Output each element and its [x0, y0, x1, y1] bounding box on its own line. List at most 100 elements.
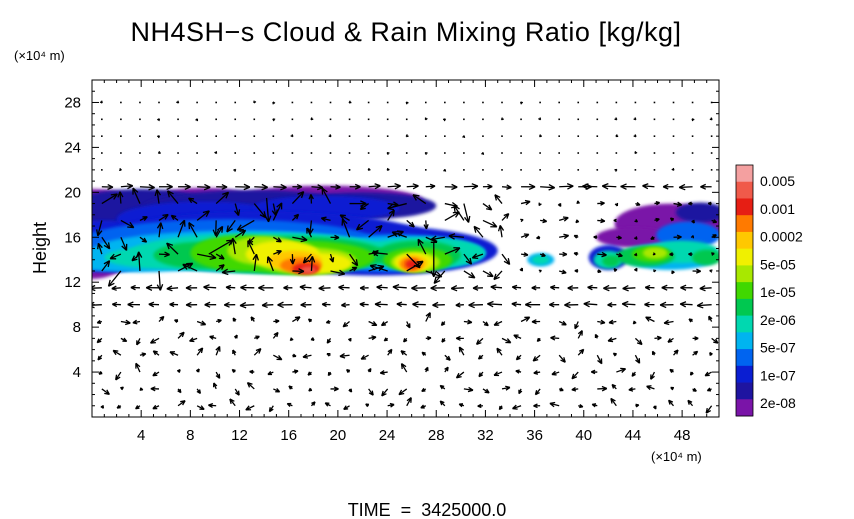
wind-vector: [558, 387, 564, 392]
wind-vector: [169, 301, 179, 308]
wind-vector: [425, 335, 432, 341]
wind-vector: [613, 218, 617, 223]
wind-vector: [558, 101, 560, 104]
wind-vector: [368, 388, 374, 396]
wind-vector: [321, 301, 331, 308]
wind-vector: [156, 118, 161, 122]
wind-vector: [692, 336, 699, 341]
wind-vector: [177, 388, 182, 394]
wind-vector: [229, 398, 236, 407]
wind-vector: [412, 301, 426, 308]
x-tick-label: 20: [330, 427, 347, 444]
wind-vector: [430, 235, 445, 242]
wind-vector: [236, 219, 255, 231]
wind-vector: [634, 354, 641, 364]
wind-vector: [158, 169, 160, 171]
wind-vector: [424, 169, 427, 171]
wind-vector: [462, 135, 466, 139]
wind-vector: [185, 301, 198, 308]
wind-vector: [338, 284, 350, 291]
wind-vector: [688, 201, 693, 206]
wind-vector: [253, 169, 256, 171]
wind-vector: [177, 135, 179, 137]
wind-vector: [458, 403, 465, 408]
wind-vector: [215, 253, 225, 260]
wind-vector: [578, 404, 584, 409]
wind-vector: [139, 352, 147, 357]
colorbar-swatch: [736, 265, 753, 283]
wind-vector: [616, 235, 622, 240]
wind-vector: [239, 301, 255, 309]
wind-vector: [348, 152, 351, 154]
wind-vector: [367, 118, 370, 121]
wind-vector: [291, 213, 300, 221]
wind-vector: [596, 169, 599, 171]
wind-vector: [367, 101, 370, 104]
colorbar-label: 5e-05: [760, 256, 796, 272]
wind-vector: [650, 236, 655, 240]
wind-vector: [359, 301, 369, 308]
wind-vector: [139, 387, 144, 391]
wind-vector: [669, 217, 675, 222]
wind-vector: [204, 301, 217, 308]
wind-vector: [576, 200, 581, 204]
wind-vector: [272, 331, 279, 339]
wind-vector: [596, 101, 599, 104]
wind-vector: [310, 117, 314, 121]
wind-vector: [196, 135, 198, 137]
wind-vector: [458, 346, 465, 356]
wind-vector: [571, 371, 579, 380]
wind-vector: [432, 301, 445, 309]
colorbar-swatch: [736, 231, 753, 250]
wind-vector: [615, 134, 619, 138]
wind-vector: [444, 152, 446, 154]
x-tick-label: 4: [137, 427, 145, 444]
colorbar-frame: [735, 164, 754, 417]
wind-vector: [176, 368, 181, 373]
colorbar-swatch: [736, 298, 753, 316]
wind-vector: [215, 118, 217, 121]
wind-vector: [574, 321, 580, 330]
wind-vector: [215, 371, 221, 379]
wind-vector: [463, 203, 471, 223]
wind-vector: [347, 337, 352, 342]
wind-vector: [471, 253, 484, 260]
wind-vector: [120, 152, 122, 154]
wind-vector: [271, 203, 278, 217]
wind-vector: [596, 152, 599, 154]
wind-vector: [234, 229, 247, 238]
wind-vector: [131, 253, 141, 262]
wind-vector: [610, 397, 617, 407]
wind-vector: [691, 101, 694, 104]
x-tick-label: 16: [280, 427, 297, 444]
wind-vector: [264, 197, 272, 223]
wind-vector: [386, 118, 389, 121]
wind-vector: [633, 267, 638, 272]
wind-vector: [326, 338, 332, 344]
wind-vector: [215, 345, 221, 356]
wind-vector: [424, 151, 428, 156]
wind-vector: [252, 253, 259, 272]
wind-vector: [100, 405, 105, 409]
wind-vector: [597, 218, 606, 224]
wind-vector: [406, 253, 421, 269]
wind-vector: [705, 405, 713, 414]
colorbar-swatch: [736, 332, 753, 350]
wind-vector: [620, 183, 636, 190]
wind-vector: [329, 253, 335, 263]
wind-vector: [132, 187, 141, 204]
wind-vector: [710, 152, 713, 154]
colorbar-label: 0.005: [760, 173, 795, 189]
wind-vector: [596, 354, 603, 365]
wind-vector: [539, 152, 541, 154]
wind-vector: [444, 135, 446, 137]
wind-vector: [672, 118, 675, 121]
wind-vector: [672, 152, 675, 154]
wind-vector: [246, 381, 255, 390]
wind-vector: [520, 316, 531, 323]
wind-vector: [444, 354, 451, 361]
wind-vector: [405, 152, 408, 154]
wind-vector: [215, 264, 225, 272]
wind-vector: [673, 201, 683, 207]
wind-vector: [234, 388, 240, 396]
